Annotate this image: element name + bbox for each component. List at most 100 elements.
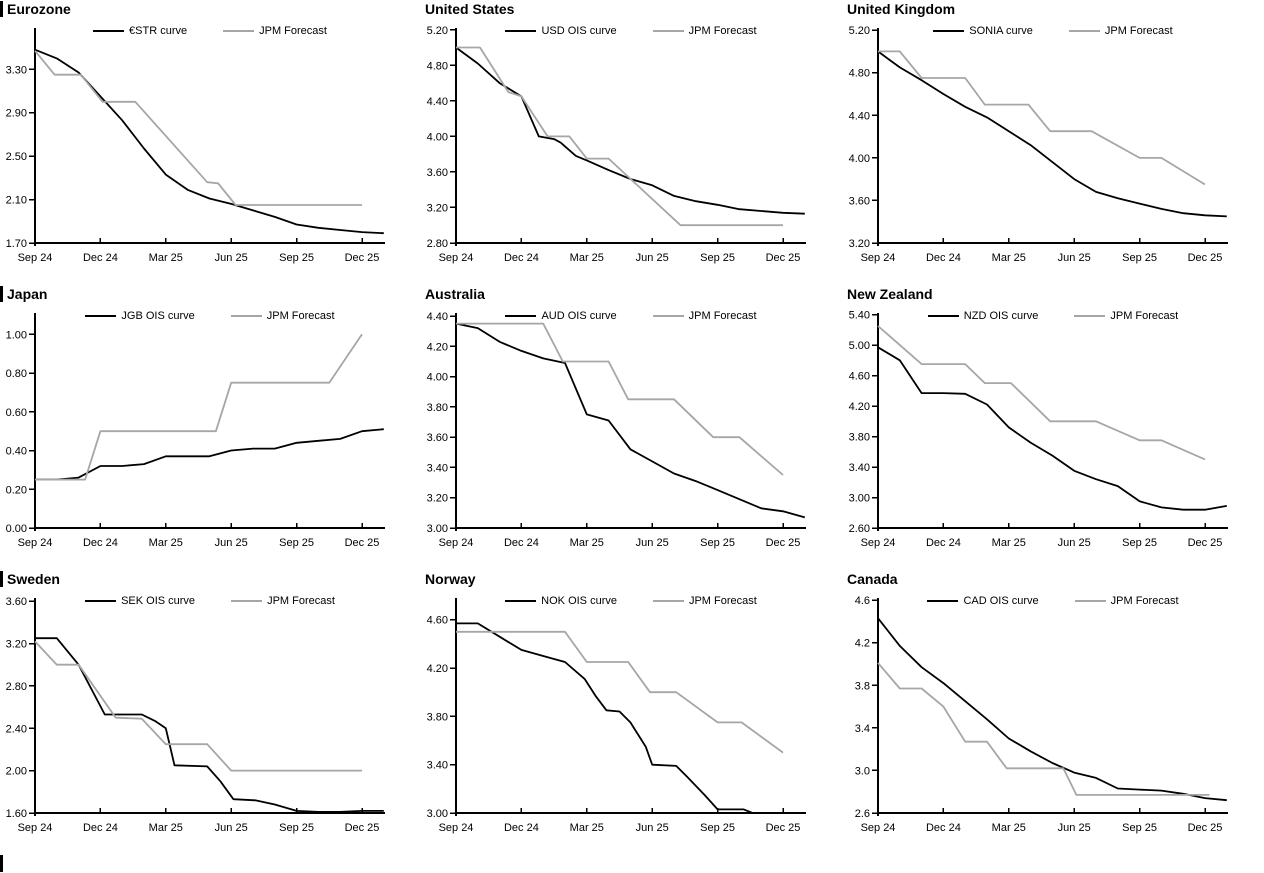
legend-item-forecast: JPM Forecast [1074,310,1178,322]
y-tick-label: 1.60 [6,808,27,820]
legend-line-forecast-swatch [652,30,684,32]
series-line-forecast [878,50,1206,186]
x-tick-label: Sep 24 [861,537,896,549]
y-tick-label: 4.40 [849,110,870,122]
x-tick-label: Mar 25 [149,537,183,549]
series-line-forecast [35,333,363,481]
y-tick-label: 3.80 [849,432,870,444]
chart-eurozone: Eurozone 1.70 2.10 2.50 2.90 3.30 Sep 24 Dec 2… [0,0,421,285]
legend-label-market: NOK OIS curve [541,595,617,607]
x-tick-label: Dec 24 [83,252,118,264]
x-tick-label: Dec 24 [926,537,961,549]
y-tick-label: 5.20 [427,25,448,37]
legend-item-forecast: JPM Forecast [652,310,757,322]
y-tick-label: 4.60 [849,371,870,383]
legend-item-forecast: JPM Forecast [223,25,327,37]
y-tick-label: 4.40 [427,311,448,323]
x-tick-label: Sep 25 [700,822,735,834]
legend-item-forecast: JPM Forecast [1068,25,1173,37]
y-tick-label: 3.20 [427,202,448,214]
x-tick-label: Sep 25 [700,537,735,549]
legend-label-market: SONIA curve [969,25,1033,37]
y-tick-label: 1.00 [6,329,27,341]
y-tick-label: 4.80 [427,60,448,72]
y-tick-label: 0.20 [6,484,27,496]
legend-item-market: SEK OIS curve [85,595,195,607]
y-tick-label: 2.50 [6,151,27,163]
y-tick-label: 3.40 [427,462,448,474]
x-tick-label: Sep 24 [439,537,474,549]
legend: SONIA curve JPM Forecast [878,25,1228,37]
legend-item-forecast: JPM Forecast [230,310,335,322]
legend-line-forecast-swatch [231,600,263,602]
legend-line-forecast-swatch [230,315,262,317]
series-line-forecast [456,322,784,476]
x-tick-label: Dec 24 [83,537,118,549]
section-marker-bottom [0,855,3,872]
legend-label-forecast: JPM Forecast [688,595,757,607]
x-tick-label: Jun 25 [215,822,248,834]
y-tick-label: 2.40 [6,723,27,735]
legend-item-market: €STR curve [93,25,187,37]
x-tick-label: Sep 25 [1122,822,1157,834]
legend-label-forecast: JPM Forecast [688,310,757,322]
x-tick-label: Mar 25 [570,537,604,549]
legend-item-market: NOK OIS curve [505,595,617,607]
x-tick-label: Sep 25 [1122,537,1157,549]
x-tick-label: Mar 25 [992,822,1026,834]
x-tick-label: Jun 25 [215,537,248,549]
plot-area: 2.60 3.00 3.40 3.80 4.20 4.60 5.00 5.40 Sep 24 De… [849,310,1228,549]
y-tick-label: 3.60 [427,432,448,444]
y-tick-label: 4.00 [849,153,870,165]
chart-title: Sweden [0,571,60,587]
y-tick-label: 3.4 [855,723,870,735]
y-tick-label: 4.6 [855,595,870,607]
x-tick-label: Dec 25 [1188,822,1223,834]
series-line-forecast [877,662,1210,796]
x-tick-label: Jun 25 [636,822,669,834]
x-tick-label: Dec 25 [345,537,380,549]
legend-label-forecast: JPM Forecast [266,310,335,322]
chart-title: Canada [847,571,898,587]
series-line-forecast [456,46,783,227]
y-tick-label: 5.00 [849,340,870,352]
chart-united-kingdom: United Kingdom 3.20 3.60 4.00 4.40 4.80 5.20 S… [843,0,1264,285]
plot-area: 3.20 3.60 4.00 4.40 4.80 5.20 Sep 24 Dec 24 Mar … [849,25,1228,264]
legend-item-market: JGB OIS curve [85,310,195,322]
x-tick-label: Jun 25 [1058,252,1091,264]
chart-united-states: United States 2.80 3.20 3.60 4.00 4.40 4.80 5.… [421,0,842,285]
series-line-market [35,637,384,813]
x-tick-label: Mar 25 [992,252,1026,264]
y-tick-label: 2.80 [427,238,448,250]
x-tick-label: Sep 25 [700,252,735,264]
legend-line-market-swatch [933,30,965,32]
series-line-forecast [456,630,784,754]
legend: €STR curve JPM Forecast [35,25,385,37]
x-tick-label: Jun 25 [215,252,248,264]
x-tick-label: Dec 24 [504,252,539,264]
series-line-market [455,322,806,519]
legend: CAD OIS curve JPM Forecast [878,595,1228,607]
series-line-forecast [34,50,362,206]
chart-title: Australia [425,286,485,302]
x-tick-label: Jun 25 [1058,537,1091,549]
chart-title: Norway [425,571,476,587]
plot-area: 2.6 3.0 3.4 3.8 4.2 4.6 Sep 24 Dec 24 Mar 25 Jun … [855,595,1228,834]
legend: SEK OIS curve JPM Forecast [35,595,385,607]
legend-line-forecast-swatch [1074,600,1106,602]
chart-title: United Kingdom [847,1,956,17]
y-tick-label: 0.00 [6,523,27,535]
legend-label-market: AUD OIS curve [541,310,617,322]
series-line-market [35,428,384,481]
legend-line-forecast-swatch [1074,315,1106,317]
legend-line-market-swatch [927,315,959,317]
x-tick-label: Dec 25 [345,822,380,834]
legend-label-forecast: JPM Forecast [1110,595,1179,607]
legend-label-forecast: JPM Forecast [259,25,327,37]
x-tick-label: Dec 24 [504,822,539,834]
y-tick-label: 3.20 [849,238,870,250]
y-tick-label: 3.00 [427,808,448,820]
y-tick-label: 4.20 [849,401,870,413]
legend-label-market: JGB OIS curve [121,310,195,322]
